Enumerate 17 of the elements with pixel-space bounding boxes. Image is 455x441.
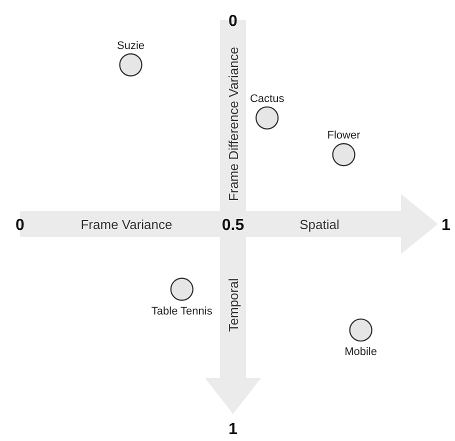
- annotation: Spatial: [300, 217, 340, 232]
- series-label: Flower: [327, 130, 361, 142]
- series-label: Suzie: [116, 40, 145, 52]
- annotation: Temporal: [226, 278, 241, 332]
- y-axis-title: Frame Difference Variance: [226, 46, 241, 202]
- point: [170, 278, 194, 301]
- x-tick-label: 1: [442, 217, 451, 234]
- point: [332, 143, 356, 166]
- point: [255, 106, 279, 130]
- series-label: Cactus: [250, 92, 285, 105]
- x-axis-title: Frame Variance: [80, 217, 172, 232]
- series-label: Mobile: [344, 346, 378, 358]
- x-tick-label: 0.5: [222, 217, 244, 234]
- point: [119, 53, 142, 76]
- point: [349, 318, 372, 342]
- x-tick-label: 0: [16, 217, 25, 234]
- series-label: Table Tennis: [151, 305, 213, 318]
